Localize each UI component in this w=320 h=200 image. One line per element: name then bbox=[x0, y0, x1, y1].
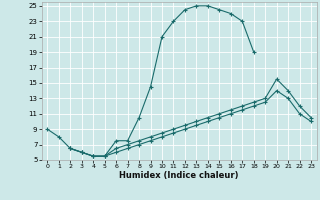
X-axis label: Humidex (Indice chaleur): Humidex (Indice chaleur) bbox=[119, 171, 239, 180]
